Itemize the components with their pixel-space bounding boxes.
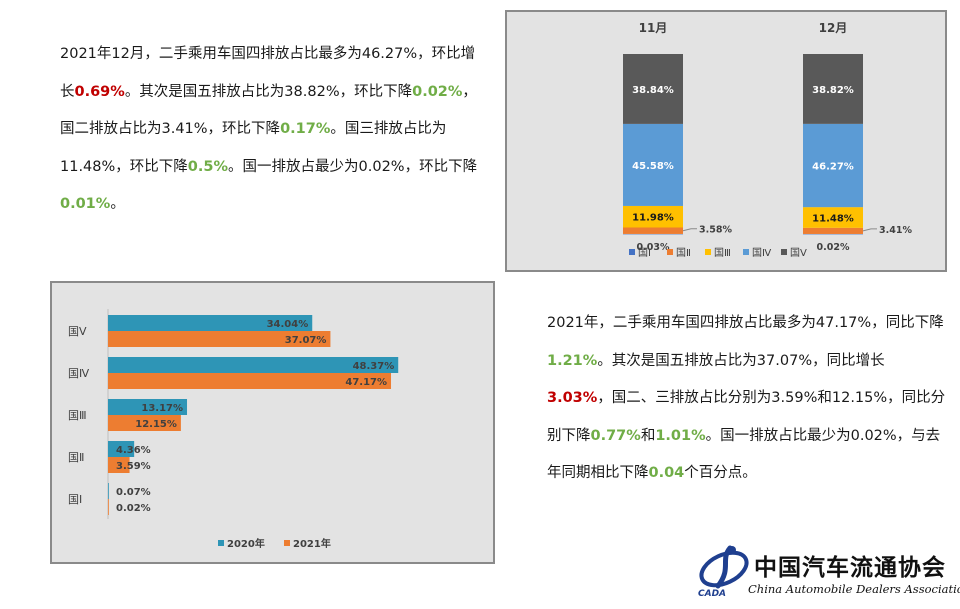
legend-swatch (705, 249, 711, 255)
text-run: 个百分点。 (684, 465, 757, 481)
data-label: 38.84% (632, 85, 674, 96)
data-label: 3.58% (699, 225, 732, 236)
category-label: 国Ⅴ (68, 325, 87, 338)
cada-emblem-icon (699, 545, 749, 589)
category-label: 国Ⅳ (68, 367, 90, 380)
data-label: 34.04% (267, 319, 309, 330)
data-label: 48.37% (353, 361, 395, 372)
legend-swatch (284, 540, 290, 546)
legend-swatch (743, 249, 749, 255)
highlight-value: 0.5% (187, 158, 229, 175)
category-label: 12月 (819, 21, 848, 35)
text-run: ，国二排放占比为3.41%，环比下降 (60, 83, 477, 138)
bar (108, 373, 392, 389)
legend-entry: 国Ⅰ (638, 247, 651, 259)
data-label: 0.03% (637, 242, 670, 253)
bar (108, 315, 313, 331)
bar (108, 331, 331, 347)
bar-segment (803, 54, 863, 124)
category-label: 国Ⅲ (68, 409, 87, 422)
text-run: 和 (640, 427, 656, 444)
bar-segment (803, 227, 863, 234)
text-run: 。其次是国五排放占比为37.07%，同比增长 (597, 352, 885, 369)
bar-segment (623, 227, 683, 234)
highlight-value: 3.03% (547, 390, 598, 406)
legend-swatch (667, 249, 673, 255)
bar (108, 483, 109, 499)
paragraph-december: 2021年12月，二手乘用车国四排放占比最多为46.27%，环比增长0.69%。… (60, 36, 480, 224)
bar (108, 457, 130, 473)
bar (108, 399, 188, 415)
highlight-value: 0.77% (590, 427, 641, 444)
highlight-value: 0.17% (280, 121, 331, 137)
logo-abbreviation: CADA (698, 589, 727, 599)
monthly-emission-svg: 11月 0.03% 3.58% 11.98% 45.58% 38.84% 12月 0.02% 3… (623, 21, 912, 259)
bar-segment (803, 207, 863, 228)
bar (108, 415, 181, 431)
annual-emission-svg: 国Ⅴ 34.04% 37.07% 国Ⅳ 48.37% 47.17% 国Ⅲ 13.17% 12.1… (68, 309, 399, 550)
data-label: 0.07% (116, 487, 151, 498)
text-run: 。国一排放占最少为0.02%，环比下降 (228, 158, 478, 175)
data-label: 4.36% (116, 445, 151, 456)
data-label: 0.02% (116, 503, 151, 514)
annual-emission-chart: 国Ⅴ 34.04% 37.07% 国Ⅳ 48.37% 47.17% 国Ⅲ 13.17% 12.1… (50, 281, 495, 564)
monthly-emission-chart: 11月 0.03% 3.58% 11.98% 45.58% 38.84% 12月 0.02% 3… (505, 10, 947, 272)
legend-swatch (218, 540, 224, 546)
bar-segment (623, 123, 683, 206)
data-label: 38.82% (812, 85, 854, 96)
logo-english-name: China Automobile Dealers Association (748, 582, 960, 596)
category-label: 国Ⅰ (68, 493, 82, 506)
bar (108, 499, 109, 515)
legend-entry: 国Ⅱ (676, 247, 691, 259)
highlight-value: 0.04 (648, 465, 685, 481)
bar-segment (623, 54, 683, 124)
legend-entry: 2020年 (227, 537, 265, 550)
data-label: 3.41% (879, 225, 912, 236)
text-run: 。 (110, 196, 125, 212)
logo-chinese-name: 中国汽车流通协会 (754, 554, 946, 581)
text-run: 2021年12月，二手乘用车国四排放占比最多为46.27%，环比增长 (60, 46, 476, 100)
text-run: ，国二、三排放占比分别为3.59%和12.15%，同比分别下降 (547, 390, 946, 444)
legend-entry: 国Ⅳ (752, 247, 772, 259)
highlight-value: 1.21% (547, 352, 598, 369)
text-run: 。国三排放占比为11.48%，环比下降 (60, 121, 447, 175)
legend-swatch (781, 249, 787, 255)
data-label: 11.98% (632, 213, 674, 224)
data-label: 12.15% (135, 419, 177, 430)
text-run: 2021年，二手乘用车国四排放占比最多为47.17%，同比下降 (547, 315, 944, 331)
data-label: 3.59% (116, 461, 151, 472)
cada-logo: CADA 中国汽车流通协会 China Automobile Dealers A… (696, 540, 960, 606)
category-label: 国Ⅱ (68, 451, 84, 464)
bar-segment (803, 123, 863, 208)
highlight-value: 0.01% (60, 196, 111, 212)
legend-entry: 国Ⅴ (790, 247, 807, 259)
paragraph-annual: 2021年，二手乘用车国四排放占比最多为47.17%，同比下降 1.21%。其次是… (547, 305, 947, 493)
data-label: 13.17% (141, 403, 183, 414)
highlight-value: 0.02% (412, 83, 463, 100)
leader-line (682, 228, 697, 232)
highlight-value: 1.01% (655, 427, 706, 444)
category-label: 11月 (639, 21, 668, 35)
legend-entry: 国Ⅲ (714, 247, 731, 259)
highlight-value: 0.69% (74, 83, 125, 100)
bar (108, 441, 135, 457)
text-run: 。国一排放占比最少为0.02%，与去年同期相比下降 (547, 427, 941, 482)
data-label: 45.58% (632, 161, 674, 172)
data-label: 46.27% (812, 162, 854, 173)
bar-segment (623, 205, 683, 228)
data-label: 11.48% (812, 213, 854, 224)
leader-line (862, 228, 877, 232)
data-label: 0.02% (817, 242, 850, 253)
data-label: 47.17% (345, 377, 387, 388)
bar (108, 357, 399, 373)
text-run: 。其次是国五排放占比为38.82%，环比下降 (124, 83, 413, 100)
data-label: 37.07% (285, 335, 327, 346)
legend-swatch (629, 249, 635, 255)
legend-entry: 2021年 (293, 537, 331, 550)
